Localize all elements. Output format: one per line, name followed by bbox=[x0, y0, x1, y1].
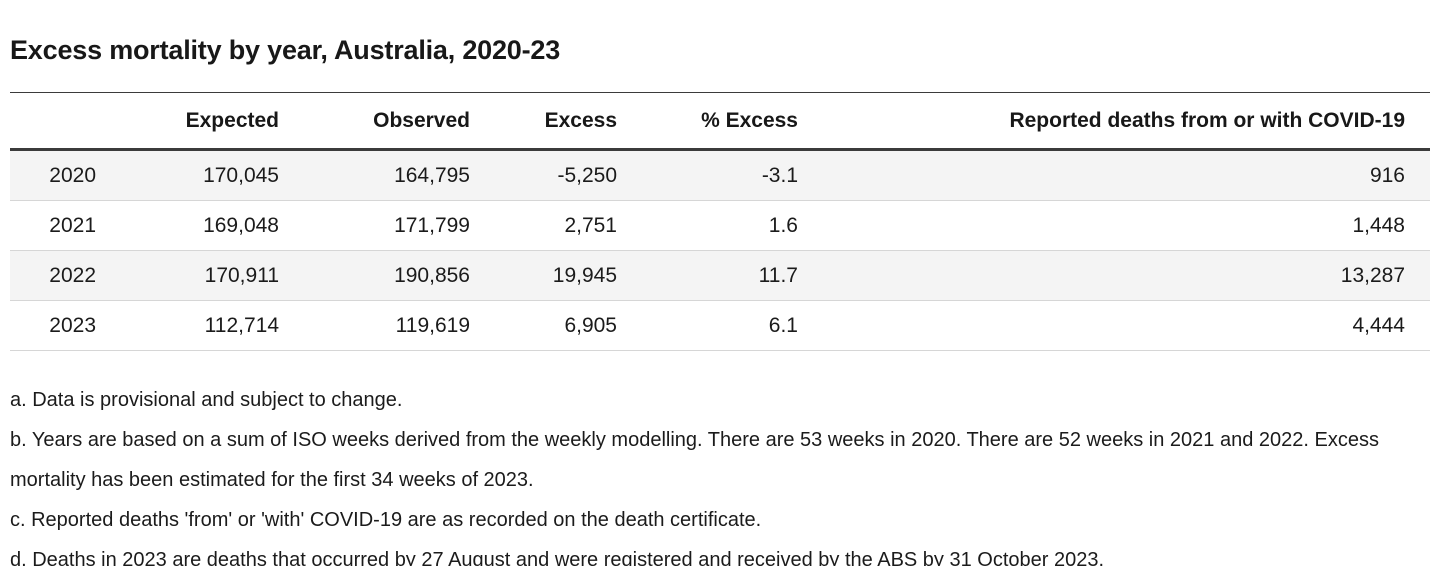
table-row-2020: 2020 170,045 164,795 -5,250 -3.1 916 bbox=[10, 149, 1430, 201]
cell-pct-excess: 6.1 bbox=[768, 314, 798, 338]
cell-year: 2022 bbox=[49, 264, 96, 288]
table-row-2023: 2023 112,714 119,619 6,905 6.1 4,444 bbox=[10, 300, 1430, 351]
header-observed: Observed bbox=[373, 109, 470, 133]
cell-excess: 19,945 bbox=[552, 264, 617, 288]
cell-year: 2023 bbox=[49, 314, 96, 338]
cell-observed: 171,799 bbox=[394, 214, 470, 238]
cell-expected: 170,911 bbox=[204, 264, 279, 288]
header-year bbox=[10, 93, 106, 150]
cell-observed: 190,856 bbox=[394, 264, 470, 288]
cell-pct-excess: 11.7 bbox=[758, 264, 798, 288]
cell-observed: 164,795 bbox=[394, 164, 470, 188]
header-expected: Expected bbox=[185, 109, 279, 133]
cell-expected: 170,045 bbox=[203, 164, 279, 188]
table-row-2022: 2022 170,911 190,856 19,945 11.7 13,287 bbox=[10, 250, 1430, 301]
header-pct-excess: % Excess bbox=[701, 109, 798, 133]
footnote-d: d. Deaths in 2023 are deaths that occurr… bbox=[10, 549, 1105, 566]
cell-pct-excess: -3.1 bbox=[761, 164, 798, 188]
cell-excess: -5,250 bbox=[557, 164, 617, 188]
cell-covid-deaths: 13,287 bbox=[1340, 264, 1405, 288]
table-header-row: Expected Observed Excess % Excess Report… bbox=[10, 92, 1430, 150]
cell-year: 2021 bbox=[49, 214, 96, 238]
cell-covid-deaths: 916 bbox=[1369, 164, 1405, 188]
page-title: Excess mortality by year, Australia, 202… bbox=[10, 35, 561, 66]
cell-year: 2020 bbox=[49, 164, 96, 188]
cell-covid-deaths: 1,448 bbox=[1352, 214, 1405, 238]
content-wrapper: Excess mortality by year, Australia, 202… bbox=[10, 18, 1430, 566]
footnote-c: c. Reported deaths 'from' or 'with' COVI… bbox=[10, 509, 762, 532]
cell-expected: 112,714 bbox=[204, 314, 279, 338]
footnotes: a. Data is provisional and subject to ch… bbox=[10, 380, 1430, 566]
header-excess: Excess bbox=[544, 109, 617, 133]
cell-covid-deaths: 4,444 bbox=[1352, 314, 1405, 338]
excess-mortality-table: Expected Observed Excess % Excess Report… bbox=[10, 92, 1430, 352]
cell-excess: 6,905 bbox=[564, 314, 617, 338]
cell-pct-excess: 1.6 bbox=[768, 214, 798, 238]
table-body: 2020 170,045 164,795 -5,250 -3.1 916 202… bbox=[10, 149, 1430, 351]
header-covid-deaths: Reported deaths from or with COVID-19 bbox=[1009, 109, 1405, 133]
footnote-b: b. Years are based on a sum of ISO weeks… bbox=[10, 429, 1379, 492]
table-header: Expected Observed Excess % Excess Report… bbox=[10, 92, 1430, 150]
table-row-2021: 2021 169,048 171,799 2,751 1.6 1,448 bbox=[10, 200, 1430, 251]
cell-excess: 2,751 bbox=[564, 214, 617, 238]
cell-observed: 119,619 bbox=[395, 314, 470, 338]
footnote-a: a. Data is provisional and subject to ch… bbox=[10, 389, 403, 412]
cell-expected: 169,048 bbox=[203, 214, 279, 238]
